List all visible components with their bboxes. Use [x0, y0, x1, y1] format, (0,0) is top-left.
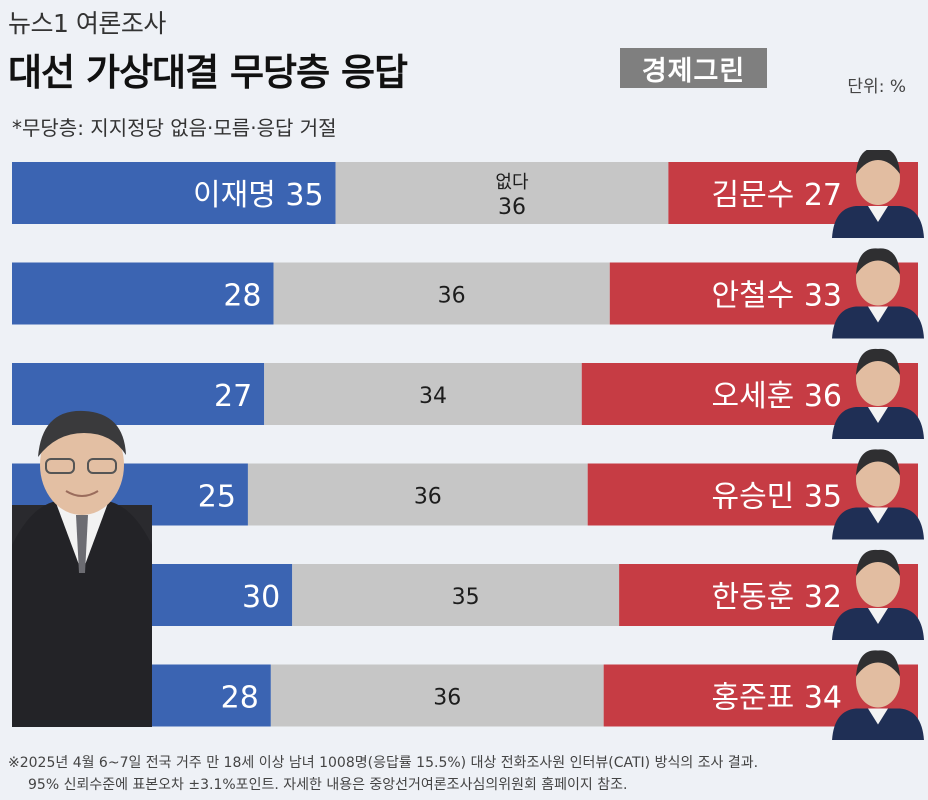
bar-label-none: 36: [433, 686, 461, 711]
bar-segment-left: [12, 162, 336, 224]
opponent-portrait-face: [856, 452, 900, 507]
opponent-portrait-face: [856, 251, 900, 306]
bar-label-left: 25: [198, 480, 236, 515]
opponent-portrait-shirt: [868, 708, 888, 725]
bar-label-none: 34: [419, 384, 447, 409]
bar-label-none: 35: [452, 585, 480, 610]
opponent-portrait-hair: [856, 348, 900, 375]
bar-label-right: 안철수 33: [711, 279, 842, 314]
opponent-portrait-face: [856, 352, 900, 406]
bar-label-left: 28: [223, 279, 261, 314]
opponent-portrait-hair: [856, 549, 900, 576]
bar-segment-none: [247, 463, 588, 526]
candidate-portrait-left: [12, 410, 152, 727]
logo: 경제그린: [620, 48, 767, 88]
bar-label-none: 36: [498, 195, 526, 220]
bar-segment-left: [12, 262, 274, 325]
opponent-portrait-hair: [856, 150, 900, 174]
bar-segment-none: [273, 262, 610, 325]
footnote: ※2025년 4월 6~7일 전국 거주 만 18세 이상 남녀 1008명(응…: [8, 752, 758, 796]
opponent-portrait-shirt: [868, 608, 888, 624]
opponent-portrait-face: [856, 151, 900, 205]
opponent-portrait-face: [856, 553, 900, 607]
unit-label: 단위: %: [847, 77, 906, 97]
bar-label-left: 이재명 35: [193, 178, 324, 213]
kicker: 뉴스1 여론조사: [8, 9, 166, 38]
bar-label-left: 27: [214, 379, 252, 414]
bar-segment-none: [292, 564, 620, 626]
bar-label-left: 28: [221, 681, 259, 716]
opponent-portrait-shirt: [868, 306, 888, 323]
bar-label-right: 김문수 27: [711, 178, 842, 213]
definition-note: *무당층: 지지정당 없음·모름·응답 거절: [12, 116, 337, 140]
bar-label-left: 30: [242, 580, 280, 615]
opponent-portrait-shirt: [868, 206, 888, 222]
opponent-portrait-shirt: [868, 507, 888, 524]
bar-segment-none: [335, 162, 669, 224]
bar-label-none: 36: [414, 485, 442, 510]
bar-label-right: 홍준표 34: [711, 681, 842, 716]
opponent-portrait-hair: [856, 650, 900, 677]
bar-label-right: 오세훈 36: [711, 379, 842, 414]
bar-label-none-header: 없다: [495, 172, 529, 193]
bar-label-right: 한동훈 32: [711, 580, 842, 615]
footnote-line-1: ※2025년 4월 6~7일 전국 거주 만 18세 이상 남녀 1008명(응…: [8, 755, 759, 771]
opponent-portrait-shirt: [868, 407, 888, 423]
opponent-portrait-hair: [856, 449, 900, 476]
page-title: 대선 가상대결 무당층 응답: [8, 51, 408, 94]
opponent-portrait-face: [856, 653, 900, 708]
opponent-portrait-hair: [856, 248, 900, 275]
bar-segment-none: [270, 664, 604, 727]
bar-segment-none: [264, 363, 582, 425]
footnote-line-2: 95% 신뢰수준에 표본오차 ±3.1%포인트. 자세한 내용은 중앙선거여론조…: [28, 777, 628, 793]
bar-label-none: 36: [438, 284, 466, 309]
bar-segment-left: [12, 363, 265, 425]
bar-label-right: 유승민 35: [711, 480, 842, 515]
